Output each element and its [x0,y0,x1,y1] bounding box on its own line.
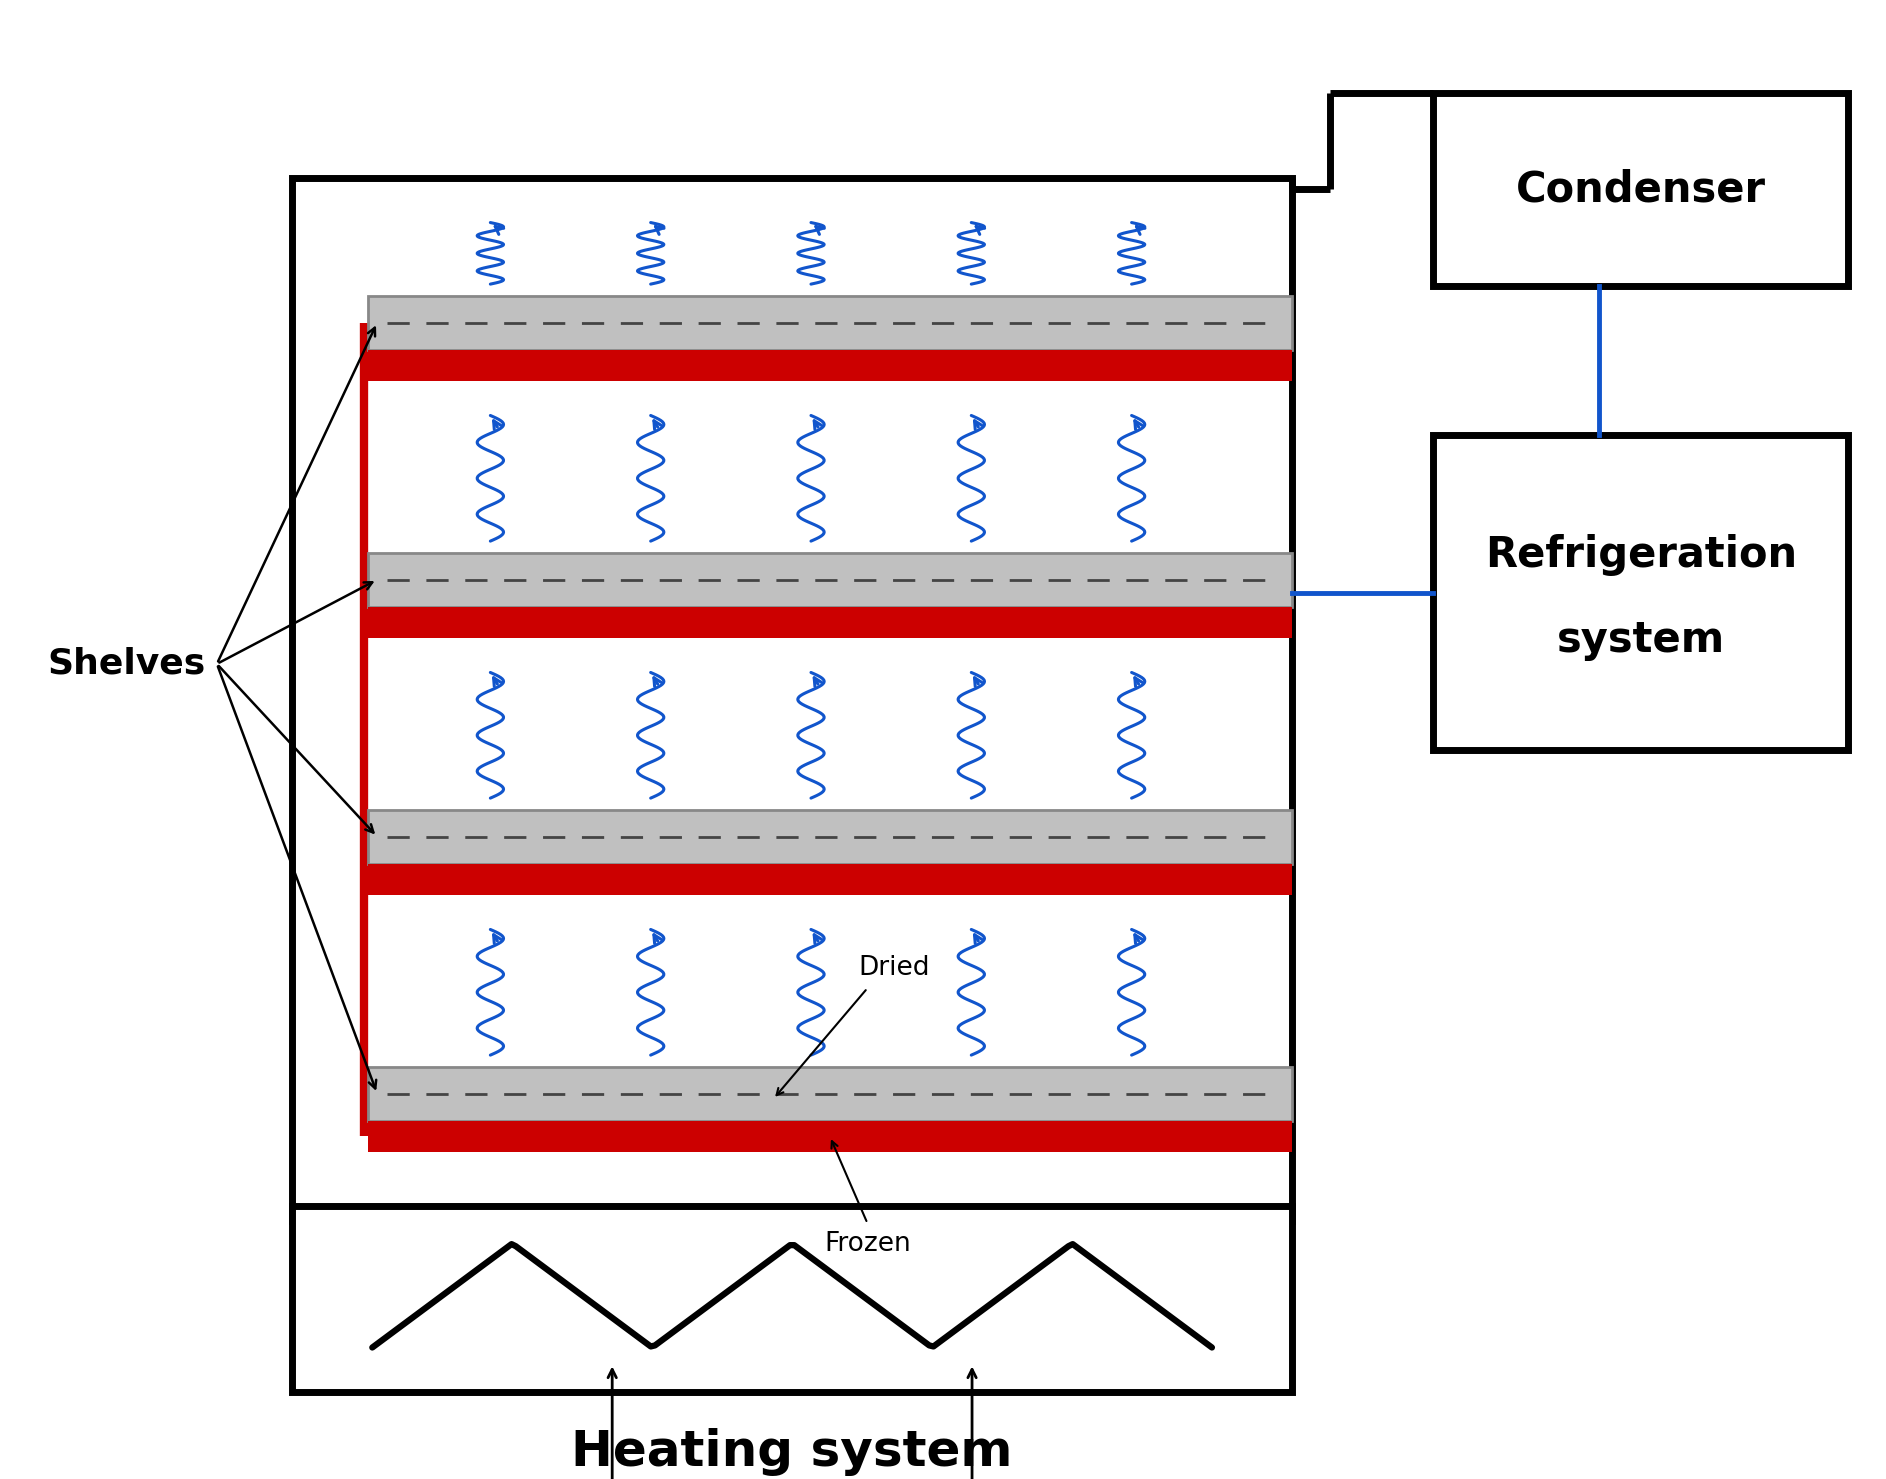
Bar [368,1121,1292,1152]
Text: Refrigeration: Refrigeration [1484,534,1797,575]
Bar [368,864,1292,895]
Bar [292,1207,1292,1392]
Bar [368,809,1292,864]
Text: Condenser: Condenser [1516,169,1765,210]
Text: Dried: Dried [858,955,930,981]
Bar [1433,435,1848,750]
Bar [292,179,1292,1220]
Bar [368,1066,1292,1121]
Bar [368,351,1292,382]
Text: system: system [1556,618,1726,661]
Text: Frozen: Frozen [824,1231,911,1257]
Bar [368,296,1292,351]
Bar [1433,93,1848,285]
Bar [368,606,1292,639]
Bar [368,553,1292,606]
Text: Shelves: Shelves [47,646,206,680]
Text: Heating system: Heating system [571,1427,1013,1476]
